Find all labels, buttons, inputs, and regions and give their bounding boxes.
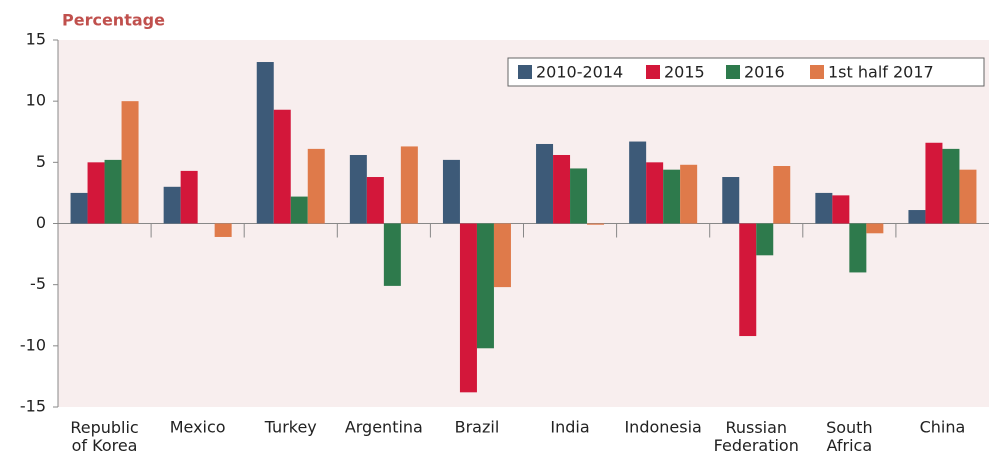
legend-label: 2016 [744,63,785,82]
x-tick-label: Argentina [345,418,423,437]
bar [121,101,139,224]
bar [400,146,418,224]
bar [459,223,477,393]
bar [163,186,181,224]
legend-swatch [726,65,740,79]
legend-label: 2015 [664,63,705,82]
legend-swatch [518,65,532,79]
bar [70,192,88,224]
bar [366,177,384,224]
bar [180,170,198,224]
bar [307,148,325,224]
y-axis-label: Percentage [62,11,165,30]
bar [273,109,291,224]
bar [908,210,926,224]
x-tick-label: Brazil [455,418,500,437]
y-tick-label: 0 [36,213,46,232]
bar [587,223,605,225]
bar [866,223,884,234]
bar [959,169,977,224]
bar [349,154,367,224]
y-tick-label: -10 [20,335,46,354]
bar [290,196,308,224]
y-tick-label: 10 [26,91,46,110]
bar [493,223,511,288]
bar [815,192,833,224]
x-tick-label: Mexico [170,418,226,437]
bar [773,166,791,224]
y-tick-label: -5 [30,274,46,293]
x-tick-label: Indonesia [624,418,701,437]
bar [849,223,867,273]
legend-swatch [810,65,824,79]
bar [87,162,105,224]
bar [739,223,757,337]
bar [680,164,698,224]
bar [722,177,740,224]
bar [256,62,274,224]
y-tick-label: -15 [20,397,46,416]
bar [925,142,943,224]
x-tick-label: Turkey [264,418,317,437]
bar [663,169,681,224]
bar [536,143,554,224]
legend-label: 2010-2014 [536,63,623,82]
x-tick-label: Republic of Korea [70,418,138,455]
bar [832,195,850,224]
bar [553,154,571,224]
bar [476,223,494,349]
x-tick-label: China [920,418,966,437]
legend-swatch [646,65,660,79]
legend-label: 1st half 2017 [828,63,934,82]
bar [442,159,460,224]
x-tick-label: South Africa [826,418,873,455]
y-tick-label: 5 [36,152,46,171]
x-tick-label: India [550,418,589,437]
x-tick-label: Russian Federation [714,418,799,455]
bar [942,148,960,224]
y-tick-label: 15 [26,30,46,49]
bar [646,162,664,224]
bar [214,223,232,237]
bar [383,223,401,286]
bar [629,141,647,224]
bar [570,168,588,224]
bar [104,159,122,224]
legend-box [507,57,985,87]
bar [756,223,774,256]
